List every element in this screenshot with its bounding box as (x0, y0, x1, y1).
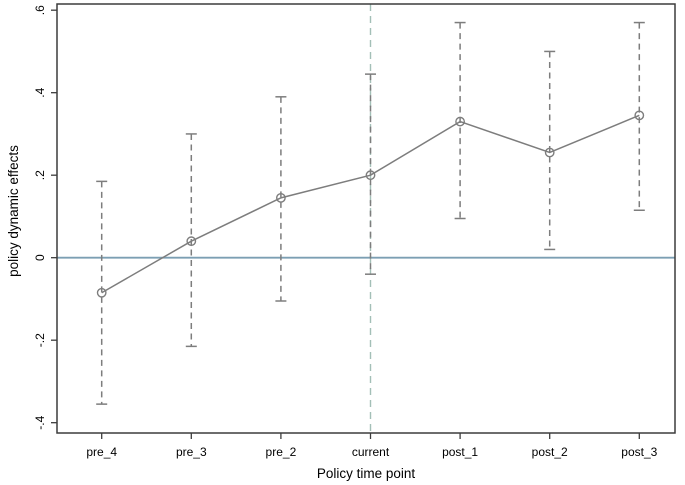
series-line (101, 114, 640, 294)
plot-border (56, 3, 676, 434)
data-point-post_1 (455, 116, 465, 127)
x-axis-tick-label: pre_3 (176, 445, 207, 459)
data-point-post_2 (544, 147, 555, 158)
x-axis-tick-label: current (352, 445, 390, 459)
x-axis-tick-label: pre_4 (86, 445, 117, 459)
y-axis-tick-label: 0 (33, 254, 47, 261)
data-point-pre_2 (275, 192, 286, 203)
y-axis-tick-label: -.4 (33, 415, 47, 429)
data-point-pre_3 (186, 236, 197, 247)
x-axis-tick-label: pre_2 (266, 445, 297, 459)
y-axis-tick-label: .2 (33, 170, 47, 180)
y-axis-title: policy dynamic effects (6, 145, 21, 277)
x-axis-tick-label: post_2 (532, 445, 568, 459)
y-axis-tick-label: -.2 (33, 333, 47, 347)
plot-area: .6 .4 .2 0 -.2 -.4 pre_4 pre_3 pre_2 current post_… (33, 3, 676, 459)
x-axis-title: Policy time point (317, 466, 416, 481)
y-axis-tick-label: .4 (33, 87, 47, 97)
x-axis-tick-label: post_3 (621, 445, 657, 459)
data-point-post_3 (634, 110, 645, 121)
data-point-current (365, 170, 376, 181)
y-axis-tick-label: .6 (33, 5, 47, 15)
x-axis-tick-label: post_1 (442, 445, 478, 459)
data-point-pre_4 (96, 287, 107, 298)
